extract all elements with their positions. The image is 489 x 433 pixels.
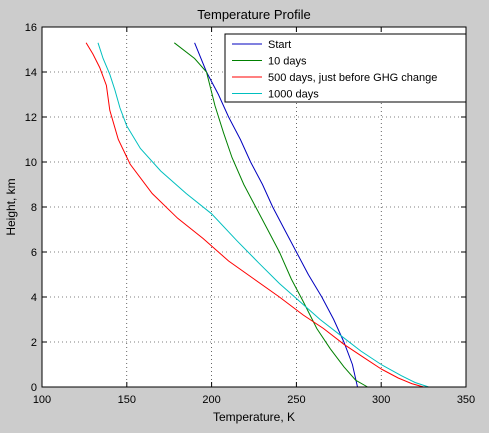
x-tick-label: 250 xyxy=(287,394,305,406)
legend-box xyxy=(224,33,467,103)
x-tick-label: 200 xyxy=(202,394,220,406)
series-line-1 xyxy=(173,42,368,388)
legend-label-2: 500 days, just before GHG change xyxy=(268,72,437,84)
y-tick-label: 10 xyxy=(25,157,37,169)
legend: Start 10 days 500 days, just before GHG ch… xyxy=(224,33,467,103)
series-line-2 xyxy=(85,42,424,388)
y-tick-label: 14 xyxy=(25,67,37,79)
y-tick-label: 0 xyxy=(31,382,37,394)
legend-label-3: 1000 days xyxy=(268,89,319,101)
series-line-0 xyxy=(194,42,358,388)
x-tick-label: 300 xyxy=(372,394,390,406)
y-tick-label: 12 xyxy=(25,112,37,124)
grid-lines xyxy=(42,27,466,387)
x-axis-label: Temperature, K xyxy=(213,410,295,424)
chart-title: Temperature Profile xyxy=(197,7,310,22)
plot-border xyxy=(41,26,467,388)
x-tick-label: 350 xyxy=(457,394,475,406)
series-lines xyxy=(85,42,429,388)
series-line-3 xyxy=(97,42,429,388)
y-tick-label: 8 xyxy=(31,202,37,214)
x-tick-label: 100 xyxy=(33,394,51,406)
x-tick-label: 150 xyxy=(118,394,136,406)
legend-label-1: 10 days xyxy=(268,56,307,68)
axis-ticks: 100 150 200 250 300 350 0 2 4 6 8 10 12 14 16 xyxy=(25,22,475,406)
y-tick-label: 6 xyxy=(31,247,37,259)
y-tick-label: 2 xyxy=(31,337,37,349)
legend-label-0: Start xyxy=(268,39,291,51)
y-axis-label: Height, km xyxy=(4,178,18,235)
y-tick-label: 4 xyxy=(31,292,37,304)
y-tick-label: 16 xyxy=(25,22,37,34)
